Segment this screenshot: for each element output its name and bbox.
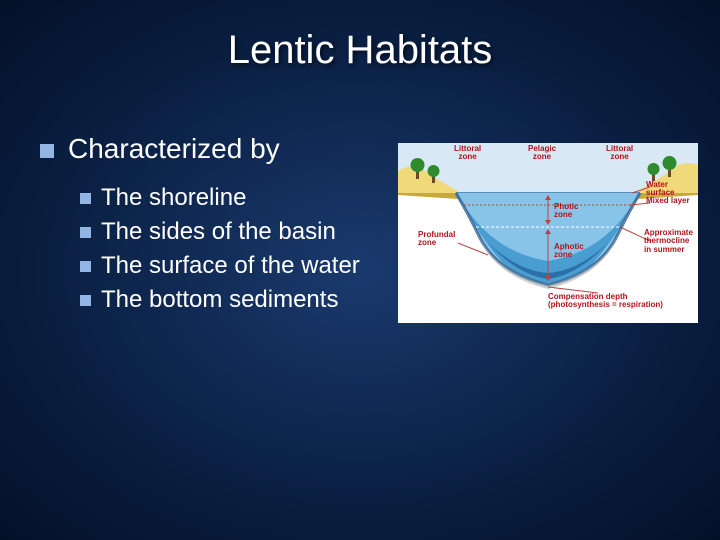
content-row: Characterized by The shoreline The sides… [40, 133, 680, 323]
label-profundal: Profundalzone [418, 231, 455, 248]
heading-item: Characterized by [40, 133, 380, 165]
list-item-text: The shoreline [101, 183, 246, 213]
square-bullet-icon [80, 193, 91, 204]
square-bullet-icon [40, 144, 54, 158]
square-bullet-icon [80, 227, 91, 238]
label-thermocline: Approximatethermoclinein summer [644, 229, 693, 254]
bullet-list: The shoreline The sides of the basin The… [80, 183, 380, 315]
list-item-text: The surface of the water [101, 251, 360, 281]
label-aphotic: Aphoticzone [554, 243, 584, 260]
list-item: The surface of the water [80, 251, 380, 281]
list-item: The sides of the basin [80, 217, 380, 247]
square-bullet-icon [80, 295, 91, 306]
text-column: Characterized by The shoreline The sides… [40, 133, 380, 319]
slide-title: Lentic Habitats [40, 28, 680, 73]
label-pelagic: Pelagiczone [528, 145, 556, 162]
heading-text: Characterized by [68, 133, 280, 165]
label-littoral-left: Littoralzone [454, 145, 481, 162]
label-littoral-right: Littoralzone [606, 145, 633, 162]
list-item-text: The bottom sediments [101, 285, 338, 315]
list-item: The bottom sediments [80, 285, 380, 315]
image-column: Littoralzone Pelagiczone Littoralzone Wa… [398, 133, 698, 323]
label-photic: Photiczone [554, 203, 578, 220]
list-item-text: The sides of the basin [101, 217, 336, 247]
label-compensation: Compensation depth(photosynthesis = resp… [548, 293, 688, 310]
list-item: The shoreline [80, 183, 380, 213]
lake-zones-diagram: Littoralzone Pelagiczone Littoralzone Wa… [398, 143, 698, 323]
square-bullet-icon [80, 261, 91, 272]
slide-container: Lentic Habitats Characterized by The sho… [0, 0, 720, 540]
label-mixed-layer: Mixed layer [646, 197, 690, 205]
